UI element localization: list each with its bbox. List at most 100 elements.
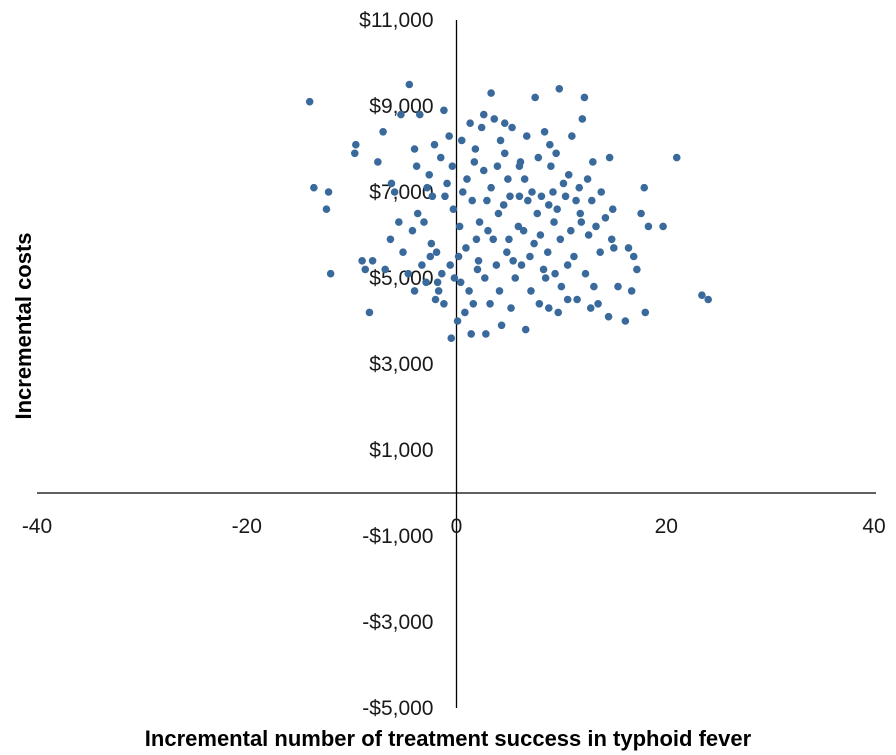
data-point [420,218,428,226]
data-point [520,175,529,183]
data-point [418,261,426,269]
data-point [547,162,555,170]
data-point [544,304,553,312]
data-point [399,248,407,256]
data-point [477,123,486,132]
data-point [587,196,596,205]
data-point [489,235,498,244]
data-point [516,158,525,166]
data-point [381,265,389,274]
data-point [469,300,478,308]
data-point [386,235,395,244]
data-point [455,222,464,231]
data-point [361,265,370,274]
data-point [514,222,523,231]
data-point [672,153,681,162]
data-point [410,287,419,295]
data-point [531,93,539,102]
data-point [590,282,598,291]
data-point [511,274,520,282]
data-point [519,226,528,235]
data-point [352,140,360,149]
data-point [640,183,649,192]
data-point [549,188,557,196]
y-tick-label: -$5,000 [362,697,433,720]
data-point [550,218,558,226]
data-point [425,171,434,179]
data-point [535,300,544,308]
y-tick-label: $3,000 [369,353,433,376]
data-point [583,175,592,183]
x-tick-labels: -40 -20 0 20 40 [22,515,886,538]
y-tick-label: -$1,000 [362,525,433,548]
data-point [482,330,490,338]
data-point [698,291,706,300]
data-point [515,192,524,201]
data-point [614,282,622,291]
data-point [629,252,638,261]
data-point [390,188,399,196]
data-point [527,287,535,295]
data-point [465,287,473,295]
data-point [470,158,479,166]
data-point [492,261,501,269]
data-point [438,269,446,278]
data-point [578,115,587,123]
data-point [405,80,414,89]
data-point [428,192,437,201]
data-point [493,162,502,170]
data-point [408,226,417,235]
x-tick-label: 0 [451,515,463,538]
data-point [589,158,597,166]
data-point [368,257,377,265]
data-point [472,235,481,244]
data-point [552,149,560,158]
data-point [540,128,549,136]
data-point [483,196,491,205]
data-point [481,274,489,282]
data-point [555,85,564,93]
data-point [624,244,633,252]
data-point [404,269,413,278]
data-point [305,97,314,106]
data-point [454,252,463,261]
data-point [506,192,514,201]
data-point [576,209,585,218]
data-point [584,231,593,239]
data-point [458,188,467,196]
data-point [358,257,366,265]
data-point [479,110,488,119]
data-point [374,158,382,166]
data-point [434,287,443,295]
data-point [440,300,448,308]
data-point [486,300,494,308]
data-point [553,205,561,213]
data-point [577,218,586,226]
data-point [426,252,435,261]
data-point [467,330,475,338]
data-point [447,334,456,343]
data-point [627,287,636,295]
data-point [395,218,403,226]
y-tick-label: $5,000 [369,267,433,290]
data-point [379,128,387,136]
data-point [704,295,712,304]
data-point [580,93,589,102]
data-point [413,209,422,218]
data-point [500,119,509,127]
data-point [430,140,439,149]
data-point [563,261,572,269]
data-point [473,265,482,274]
data-point [537,192,546,201]
data-point [326,269,335,278]
data-point [468,196,477,205]
data-point [572,196,580,205]
data-point [423,183,431,192]
data-point [448,162,457,170]
data-point [592,222,600,231]
y-tick-label: $1,000 [369,439,433,462]
data-point [499,201,508,209]
data-point [522,132,531,140]
x-tick-label: -40 [22,515,52,538]
